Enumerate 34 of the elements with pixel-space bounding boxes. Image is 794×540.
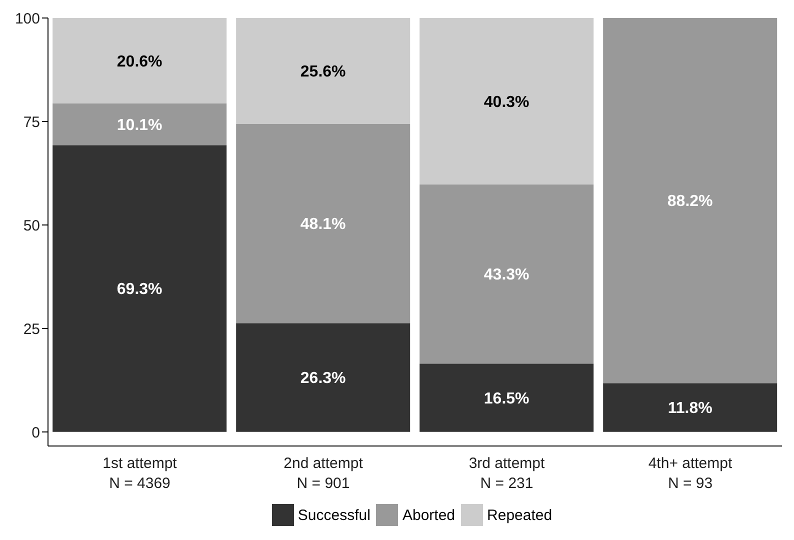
- bar: [420, 184, 594, 364]
- bar: [236, 323, 410, 432]
- data-label: 20.6%: [116, 53, 162, 70]
- bar: [52, 18, 227, 104]
- y-tick-label: 50: [23, 217, 40, 234]
- y-tick-label: 25: [23, 320, 40, 338]
- x-tick-label: 1st attempt N = 4369: [102, 455, 178, 492]
- bar: [236, 124, 410, 324]
- legend-label: Aborted: [402, 506, 456, 524]
- legend-label: Repeated: [487, 506, 552, 524]
- x-tick-label: 2nd attempt N = 901: [284, 455, 364, 492]
- x-tick-label: 4th+ attempt N = 93: [648, 455, 733, 492]
- data-label: 43.3%: [484, 266, 530, 284]
- data-label: 88.2%: [667, 193, 713, 210]
- legend-label: Successful: [298, 506, 370, 524]
- bar: [52, 103, 227, 146]
- data-label: 11.8%: [668, 400, 712, 418]
- y-tick-label: 100: [14, 10, 40, 28]
- y-tick-label: 75: [23, 114, 40, 131]
- bar: [603, 383, 778, 432]
- data-label: 40.3%: [484, 94, 530, 111]
- y-tick-label: 0: [32, 424, 40, 442]
- data-label: 10.1%: [116, 116, 162, 134]
- data-label: 69.3%: [116, 281, 162, 298]
- data-label: 16.5%: [484, 390, 530, 408]
- bar: [420, 18, 594, 184]
- bar: [52, 145, 227, 432]
- bar: [420, 364, 594, 432]
- bar: [236, 18, 410, 124]
- data-label: 25.6%: [300, 64, 346, 81]
- x-tick-label: 3rd attempt N = 231: [468, 455, 546, 492]
- data-label: 48.1%: [300, 216, 346, 234]
- data-label: 26.3%: [300, 370, 346, 388]
- bar: [603, 18, 778, 384]
